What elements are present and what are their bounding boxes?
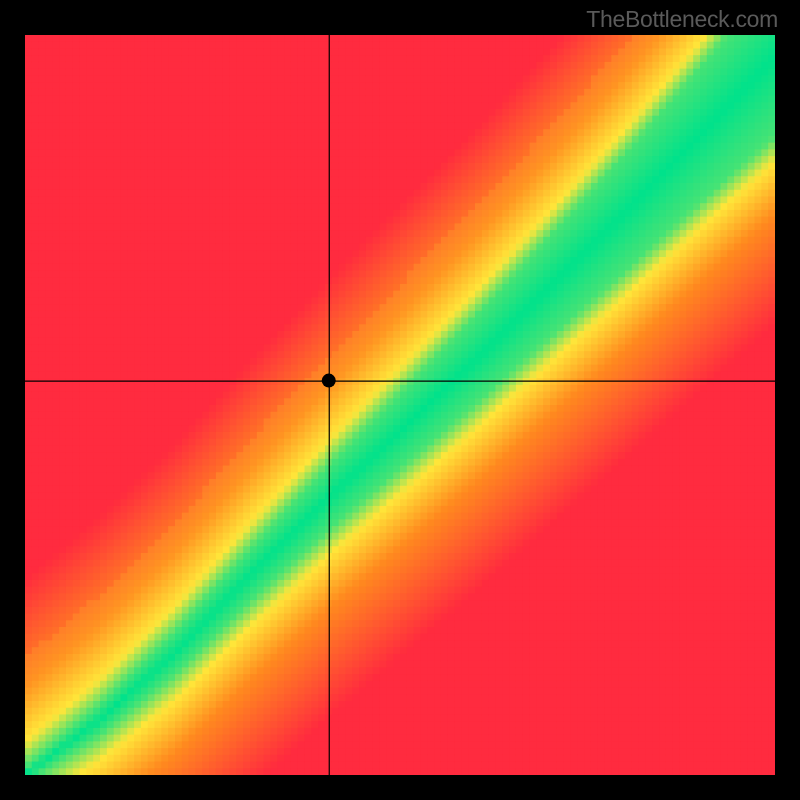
heatmap-plot [25, 35, 775, 775]
watermark-text: TheBottleneck.com [586, 6, 778, 33]
chart-container: TheBottleneck.com [0, 0, 800, 800]
heatmap-canvas [25, 35, 775, 775]
